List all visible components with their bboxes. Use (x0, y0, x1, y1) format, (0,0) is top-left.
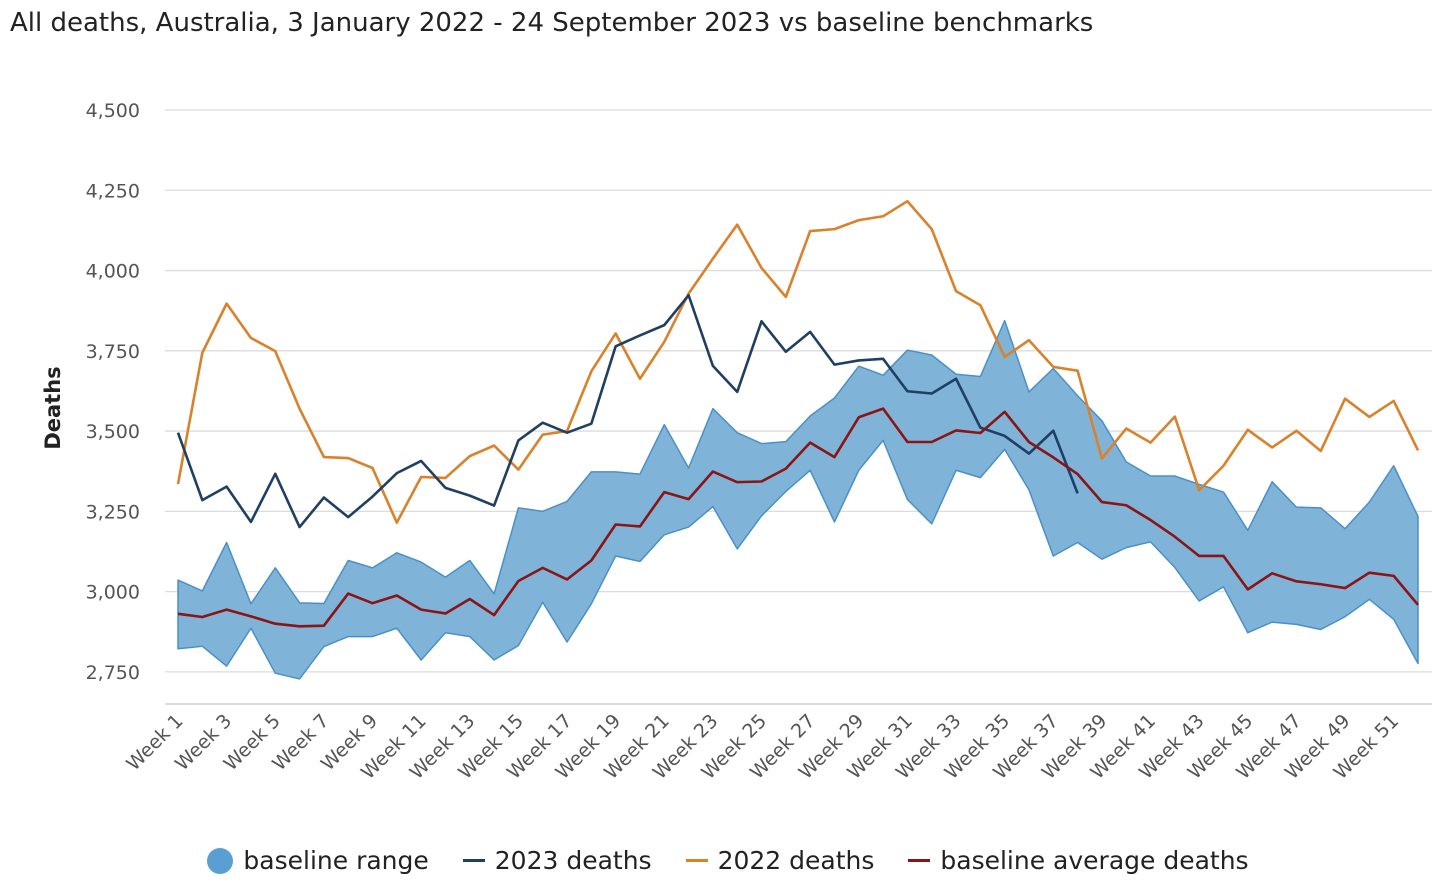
y-tick-label: 2,750 (86, 662, 140, 684)
series-line-2023-deaths (176, 293, 1079, 529)
legend-label: baseline average deaths (940, 846, 1249, 875)
y-tick-label: 3,000 (86, 582, 140, 604)
y-axis-title: Deaths (41, 366, 65, 449)
legend-label: 2022 deaths (717, 846, 875, 875)
y-tick-label: 4,500 (86, 100, 140, 122)
series-line-baseline-average-deaths (177, 407, 1419, 628)
legend-swatch-line (685, 859, 708, 862)
legend-swatch-line (908, 859, 931, 862)
legend-item-2023-deaths[interactable]: 2023 deaths (462, 846, 652, 875)
legend-item-baseline-range[interactable]: baseline range (207, 846, 429, 875)
y-tick-label: 3,250 (86, 501, 140, 523)
y-tick-label: 3,500 (86, 421, 140, 443)
legend: baseline range 2023 deaths 2022 deaths b… (0, 846, 1456, 875)
y-tick-label: 3,750 (86, 341, 140, 363)
legend-swatch-line (462, 859, 485, 862)
baseline-range-band (177, 319, 1419, 680)
series-line-2022-deaths (176, 199, 1420, 524)
legend-label: 2023 deaths (494, 846, 652, 875)
legend-item-baseline-average[interactable]: baseline average deaths (908, 846, 1249, 875)
y-tick-label: 4,250 (86, 180, 140, 202)
legend-item-2022-deaths[interactable]: 2022 deaths (685, 846, 875, 875)
y-tick-label: 4,000 (86, 261, 140, 283)
chart-title: All deaths, Australia, 3 January 2022 - … (10, 8, 1094, 38)
legend-label: baseline range (243, 846, 429, 875)
legend-swatch-circle (207, 847, 234, 874)
